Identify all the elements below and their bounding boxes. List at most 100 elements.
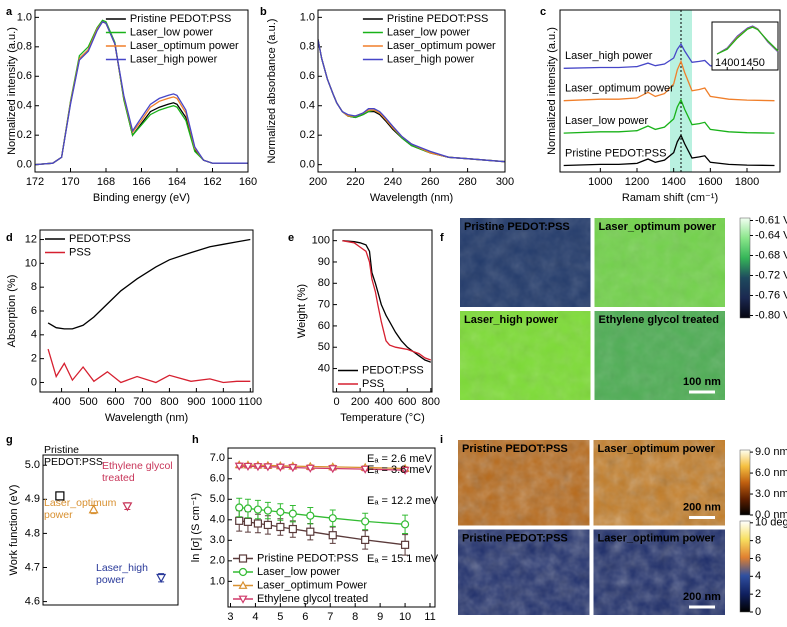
x-tick-label: 162: [203, 176, 221, 188]
x-tick-label: 166: [132, 176, 150, 188]
y-axis-label: Weight (%): [296, 284, 308, 338]
image-texture: [594, 311, 725, 400]
image-texture: [460, 311, 591, 400]
category-label: Ethylene glycol treated: [102, 460, 173, 484]
inset-tick-label: 1450: [740, 57, 764, 69]
y-axis-label: Normalized intensity (a.u.): [546, 27, 558, 155]
legend-label: PEDOT:PSS: [362, 364, 424, 376]
y-tick-label: 5.0: [210, 493, 225, 505]
series: [35, 20, 248, 166]
x-tick-label: 800: [422, 396, 440, 408]
marker: [400, 540, 410, 549]
marker: [360, 465, 370, 474]
x-tick-label: 4: [252, 611, 258, 623]
series: [234, 462, 410, 475]
x-tick-label: 170: [61, 176, 79, 188]
colorbar-tick-label: -0.72 V: [755, 269, 787, 281]
line: [35, 20, 248, 166]
tile-title: Ethylene glycol treated: [599, 314, 719, 326]
panel-label: h: [192, 434, 199, 446]
image-texture: [458, 440, 590, 526]
marker: [253, 519, 263, 528]
x-tick-label: 5: [277, 611, 283, 623]
series: [47, 348, 251, 384]
category-label-box: Laser_optimum power: [44, 497, 116, 521]
y-tick-label: 90: [318, 256, 330, 268]
tile-title: Laser_optimum power: [598, 532, 716, 544]
colorbar-tick-label: -0.76 V: [755, 289, 787, 301]
y-tick-label: 0.6: [300, 70, 315, 82]
x-tick-label: 1100: [238, 396, 262, 408]
marker: [275, 463, 285, 472]
y-tick-label: 10: [25, 257, 37, 269]
y-tick-label: 2.0: [210, 555, 225, 567]
x-tick-label: 600: [398, 396, 416, 408]
x-tick-label: 3: [227, 611, 233, 623]
y-tick-label: 4: [31, 329, 37, 341]
panel-label: a: [6, 6, 13, 18]
y-tick-label: 12: [25, 233, 37, 245]
x-axis-label: Ramam shift (cm⁻¹): [622, 192, 718, 204]
marker: [305, 464, 315, 473]
marker: [400, 466, 410, 475]
marker: [263, 463, 273, 472]
marker: [306, 527, 315, 536]
y-tick-label: 70: [318, 299, 330, 311]
x-tick-label: 6: [302, 611, 308, 623]
colorbar-tick-label: -0.68 V: [755, 249, 787, 261]
y-tick-label: 0.0: [17, 159, 32, 171]
annotation: Eₐ = 3.6 meV: [367, 464, 433, 476]
legend-label: Pristine PEDOT:PSS: [387, 13, 488, 25]
legend-label: Laser_high power: [130, 53, 218, 65]
marker: [243, 504, 253, 513]
x-tick-label: 10: [399, 611, 411, 623]
marker: [238, 554, 248, 563]
panel-label: g: [6, 434, 13, 446]
category-label-box: Ethylene glycol treated: [102, 460, 173, 484]
marker: [253, 463, 263, 472]
x-tick-label: 164: [168, 176, 186, 188]
colorbar-tick-label: -0.64 V: [755, 229, 787, 241]
x-axis-label: Wavelength (nm): [105, 412, 188, 424]
series: [342, 240, 432, 363]
y-tick-label: 1.0: [210, 575, 225, 587]
series-label: Pristine PEDOT:PSS: [565, 147, 666, 159]
x-tick-label: 600: [106, 396, 124, 408]
x-tick-label: 280: [458, 176, 476, 188]
x-tick-label: 900: [187, 396, 205, 408]
y-tick-label: 1.0: [300, 11, 315, 23]
line: [239, 465, 406, 471]
y-axis-label: Absorption (%): [6, 275, 18, 348]
y-axis-label: ln [σ] (S cm⁻¹): [190, 493, 202, 562]
y-tick-label: 6.0: [210, 473, 225, 485]
line: [239, 506, 406, 525]
marker: [276, 522, 285, 532]
series: [47, 238, 251, 330]
colorbar-tick-label: 8: [755, 535, 761, 547]
legend-label: Laser_low power: [257, 566, 340, 578]
plot-frame: [317, 9, 506, 173]
line: [342, 240, 432, 361]
x-tick-label: 7: [327, 611, 333, 623]
category-label: Pristine PEDOT:PSS: [44, 444, 103, 468]
plot-frame: [39, 229, 254, 393]
legend-label: PSS: [362, 378, 384, 390]
x-tick-label: 172: [26, 176, 44, 188]
image-texture: [594, 218, 725, 307]
y-axis-label: Normalized absorbance (a.u.): [266, 19, 278, 164]
colorbar-tick-label: 9.0 nm: [755, 446, 787, 458]
line: [342, 240, 432, 363]
plot-frame: [227, 447, 436, 608]
y-tick-label: 0.6: [17, 70, 32, 82]
y-tick-label: 0.0: [300, 159, 315, 171]
x-tick-label: 800: [160, 396, 178, 408]
legend-label: Laser_optimum Power: [257, 579, 367, 591]
y-tick-label: 0.8: [17, 41, 32, 53]
series: [318, 39, 505, 163]
y-tick-label: 5.0: [25, 459, 40, 471]
x-tick-label: 1600: [698, 176, 722, 188]
colorbar-tick-label: -0.80 V: [755, 309, 787, 321]
x-tick-label: 1800: [735, 176, 759, 188]
marker: [234, 462, 244, 471]
